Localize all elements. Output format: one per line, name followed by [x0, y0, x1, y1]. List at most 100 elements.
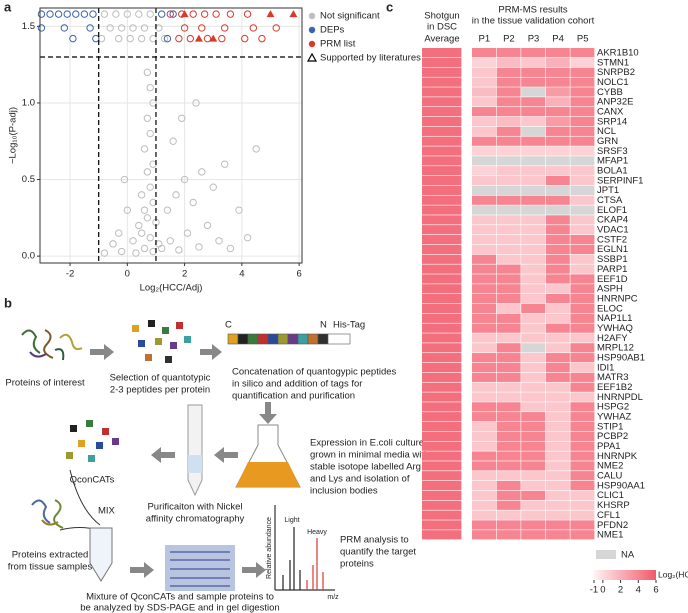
cell [422, 67, 462, 77]
cell [570, 402, 595, 412]
cell [570, 116, 595, 127]
cell [496, 421, 521, 432]
cell [422, 195, 462, 205]
point [72, 10, 80, 18]
cell [496, 234, 521, 245]
cell [472, 441, 496, 451]
cell [422, 205, 462, 215]
protein-icon [29, 351, 47, 358]
point [140, 206, 149, 214]
cell [570, 274, 595, 284]
cell [472, 471, 496, 481]
cell [521, 333, 546, 343]
point [243, 10, 252, 18]
cell [496, 412, 521, 422]
point [160, 34, 169, 43]
cell [496, 510, 521, 520]
x-tick-label: -2 [66, 269, 74, 280]
column-label: P5 [577, 34, 589, 45]
cell [422, 510, 462, 520]
cell [496, 136, 521, 146]
cell [496, 195, 521, 205]
row-label: HNRNPK [597, 451, 638, 462]
step-label: and Lys and isolation of [310, 474, 410, 485]
row-label: ELOC [597, 303, 623, 314]
cell [496, 185, 521, 195]
cell [472, 57, 496, 68]
cell [472, 421, 496, 432]
cell [545, 461, 570, 471]
cell [422, 87, 462, 97]
row-label: JPT1 [597, 185, 619, 196]
cell [422, 234, 462, 245]
cell [472, 323, 496, 333]
point [132, 249, 140, 257]
cell [545, 402, 570, 412]
row-label: CKAP4 [597, 215, 628, 226]
cell [422, 323, 462, 333]
cell [570, 254, 595, 264]
cell [496, 451, 521, 461]
group-header: in DSC [427, 22, 457, 33]
point [220, 24, 229, 32]
gel-bands [170, 551, 230, 587]
cell [570, 480, 595, 491]
point [203, 34, 212, 43]
step-label: Proteins extracted [12, 550, 89, 561]
point [137, 229, 146, 237]
cell [545, 441, 570, 451]
cell [570, 234, 595, 245]
cell [422, 441, 462, 451]
column-resin [188, 455, 202, 473]
cell [521, 87, 546, 97]
cell [545, 500, 570, 510]
cell [570, 520, 595, 530]
cell [570, 294, 595, 304]
cell [472, 520, 496, 530]
cell [521, 77, 546, 87]
cell [422, 313, 462, 323]
row-label: STMN1 [597, 57, 629, 68]
cell [521, 461, 546, 471]
row-label: ASPH [597, 284, 623, 295]
cell [472, 500, 496, 510]
row-label: HSP90AB1 [597, 352, 645, 363]
column-label: P3 [528, 34, 540, 45]
point [215, 237, 223, 245]
point [266, 10, 275, 18]
step-label: stable isotope labelled Arg [310, 462, 421, 473]
cell [545, 166, 570, 176]
cell [496, 490, 521, 501]
cell [422, 254, 462, 264]
cell [422, 244, 462, 255]
row-label: CANX [597, 106, 624, 117]
cell [496, 156, 521, 166]
cell [521, 175, 546, 186]
x-tick-label: 2 [182, 269, 187, 280]
colorbar-tick-label: 6 [653, 585, 658, 596]
na-swatch [596, 550, 616, 559]
cell [472, 136, 496, 146]
row-label: SERPINF1 [597, 175, 643, 186]
cell [472, 77, 496, 87]
cell [570, 126, 595, 136]
cell [472, 166, 496, 176]
cell [496, 431, 521, 441]
point [123, 10, 132, 18]
cell [521, 353, 546, 363]
cell [521, 274, 546, 284]
cell [570, 372, 595, 382]
cell [521, 48, 546, 58]
cell [472, 156, 496, 166]
row-label: NME1 [597, 530, 623, 541]
cell [496, 343, 521, 353]
step-label: QconCATs [70, 475, 115, 486]
cell [545, 225, 570, 235]
row-label: IDI1 [597, 362, 614, 373]
point [143, 68, 152, 77]
cell [496, 274, 521, 284]
point [120, 175, 129, 184]
x-tick-label: 0 [125, 269, 130, 280]
point [129, 24, 137, 32]
cell [521, 107, 546, 117]
